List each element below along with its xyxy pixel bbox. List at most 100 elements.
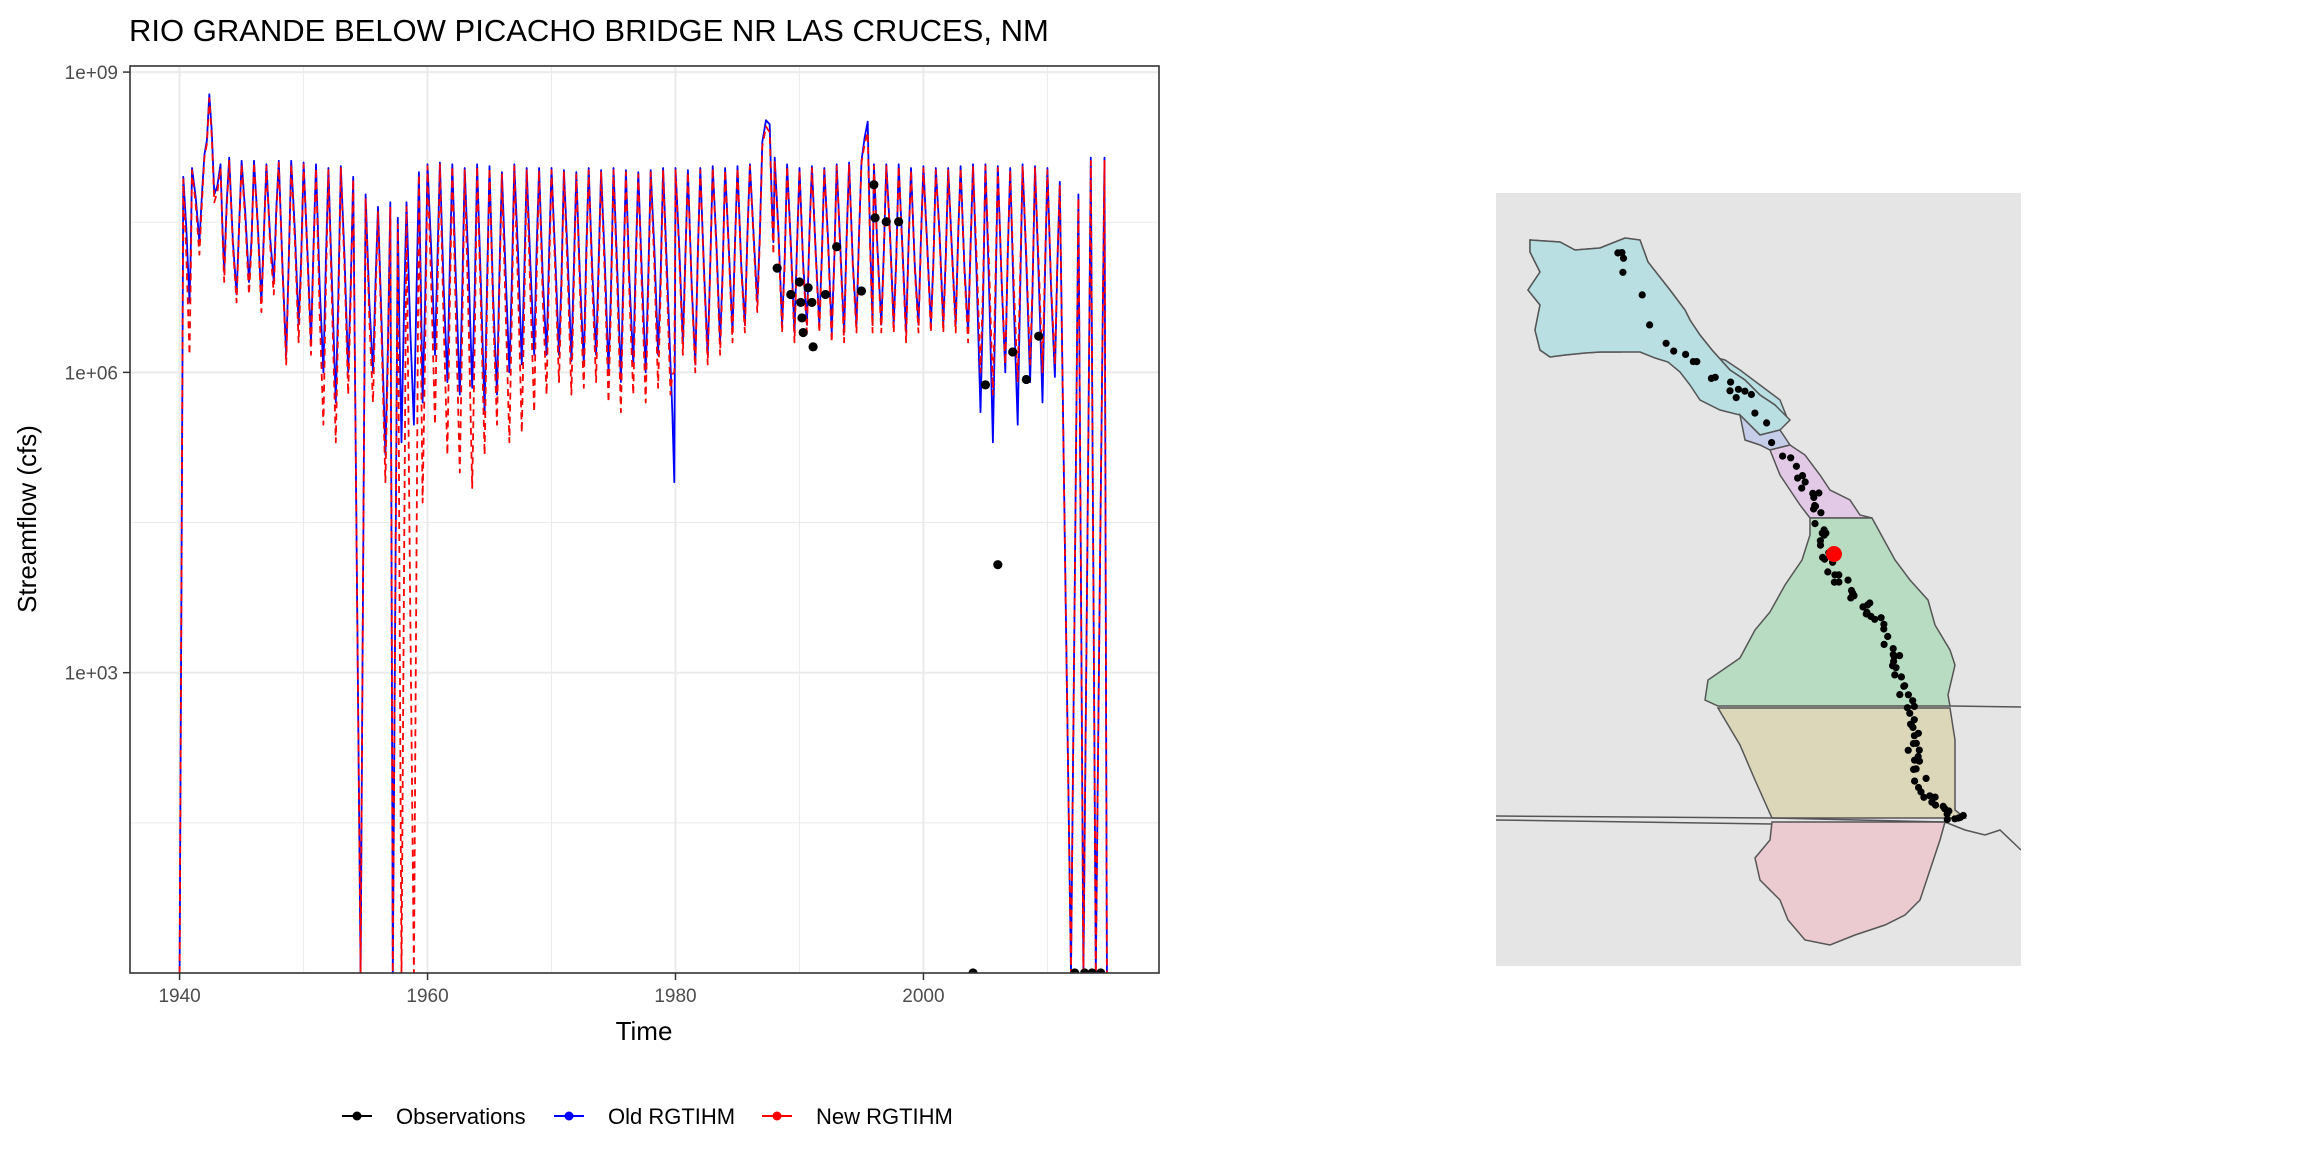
map-zone-6 — [1754, 821, 1946, 946]
observation-site — [1824, 568, 1832, 576]
observation-site — [1787, 454, 1795, 462]
observation-site — [1901, 682, 1909, 690]
observation-site — [1693, 358, 1701, 366]
y-axis: 1e+03 1e+06 1e+09 — [65, 63, 130, 685]
observation-site — [1726, 387, 1734, 395]
selected-site-marker — [1826, 546, 1842, 562]
observation-site — [1670, 347, 1678, 355]
observation-site — [1956, 813, 1965, 821]
observation-site — [1917, 788, 1925, 796]
observation-point — [881, 217, 891, 227]
observation-site — [1794, 474, 1802, 482]
observation-site — [1763, 419, 1771, 427]
legend: Observations Old RGTIHM New RGTIHM — [342, 1104, 953, 1129]
observation-site — [1747, 390, 1755, 399]
legend-item-new-rgtihm: New RGTIHM — [762, 1104, 953, 1129]
observation-point — [808, 342, 818, 352]
observation-site — [1614, 249, 1622, 257]
observation-site — [1835, 571, 1843, 579]
observation-site — [1811, 520, 1819, 528]
observation-point — [807, 297, 817, 308]
observation-site — [1835, 578, 1843, 586]
observation-site — [1931, 801, 1940, 809]
observation-site — [1734, 385, 1742, 393]
observation-point — [993, 560, 1003, 570]
observation-point — [832, 242, 842, 252]
legend-marker-old-rgtihm — [564, 1111, 574, 1121]
legend-marker-observations — [352, 1111, 362, 1121]
observation-point — [856, 286, 867, 296]
observation-point — [870, 213, 880, 223]
observation-site — [1912, 765, 1920, 773]
observation-point — [796, 297, 806, 308]
observation-point — [1096, 968, 1106, 973]
observation-site — [1904, 746, 1912, 754]
map-boundary-line-south-2 — [1496, 819, 1773, 825]
observation-site — [1768, 439, 1776, 447]
observation-site — [1945, 807, 1953, 815]
grid-major — [130, 66, 1159, 973]
observation-site — [1892, 664, 1900, 672]
legend-label-observations: Observations — [396, 1104, 526, 1129]
x-axis: 1940 1960 1980 2000 — [158, 973, 945, 1007]
observation-site — [1741, 387, 1749, 395]
observation-point — [894, 217, 904, 227]
observation-site — [1707, 374, 1715, 382]
legend-label-old-rgtihm: Old RGTIHM — [608, 1104, 735, 1129]
observation-point — [820, 289, 831, 300]
observation-point — [968, 968, 978, 973]
legend-item-old-rgtihm: Old RGTIHM — [554, 1104, 735, 1129]
map-boundary-line-east — [1949, 705, 2021, 708]
y-tick-label: 1e+09 — [65, 63, 118, 84]
observation-site — [1810, 505, 1818, 513]
observation-site — [1906, 709, 1914, 717]
observation-point — [1080, 968, 1090, 973]
observation-site — [1792, 462, 1800, 470]
observation-site — [1915, 757, 1923, 765]
observation-point — [797, 313, 807, 323]
observation-site — [1915, 746, 1923, 754]
observation-site — [1880, 640, 1888, 649]
observation-point — [1021, 374, 1031, 385]
observation-site — [1779, 452, 1787, 460]
observation-point — [803, 283, 813, 293]
observation-point — [786, 289, 796, 300]
plot-panel — [130, 66, 1159, 973]
observation-site — [1619, 254, 1628, 262]
series-layer — [178, 93, 1108, 973]
observation-site — [1817, 509, 1825, 517]
observation-site — [1890, 657, 1898, 666]
observation-site — [1815, 489, 1823, 497]
observation-site — [1943, 815, 1951, 824]
observation-site — [1871, 615, 1879, 623]
observation-site — [1907, 720, 1915, 728]
x-tick-label: 1980 — [654, 986, 696, 1007]
observation-site — [1884, 632, 1892, 641]
observation-site — [1810, 493, 1818, 502]
chart-title: RIO GRANDE BELOW PICACHO BRIDGE NR LAS C… — [129, 13, 1049, 48]
observation-site — [1910, 702, 1918, 711]
observation-site — [1920, 793, 1928, 801]
y-tick-label: 1e+06 — [65, 363, 118, 384]
observation-point — [980, 380, 991, 390]
observation-site — [1798, 484, 1806, 492]
observation-site — [1662, 339, 1670, 347]
observation-site — [1910, 732, 1918, 740]
legend-item-observations: Observations — [342, 1104, 526, 1129]
observation-site — [1619, 268, 1627, 276]
legend-marker-new-rgtihm — [772, 1111, 782, 1121]
observation-site — [1850, 592, 1858, 600]
observation-point — [1034, 331, 1044, 341]
observation-site — [1897, 673, 1905, 681]
observation-site — [1638, 291, 1646, 299]
streamflow-chart: RIO GRANDE BELOW PICACHO BRIDGE NR LAS C… — [12, 13, 1160, 1046]
observation-point — [772, 263, 782, 273]
observation-site — [1889, 645, 1897, 653]
y-axis-label: Streamflow (cfs) — [12, 425, 42, 613]
legend-label-new-rgtihm: New RGTIHM — [816, 1104, 953, 1129]
observation-site — [1911, 777, 1919, 785]
observation-point — [869, 180, 879, 190]
observation-point — [798, 327, 808, 338]
observation-site — [1909, 697, 1917, 705]
